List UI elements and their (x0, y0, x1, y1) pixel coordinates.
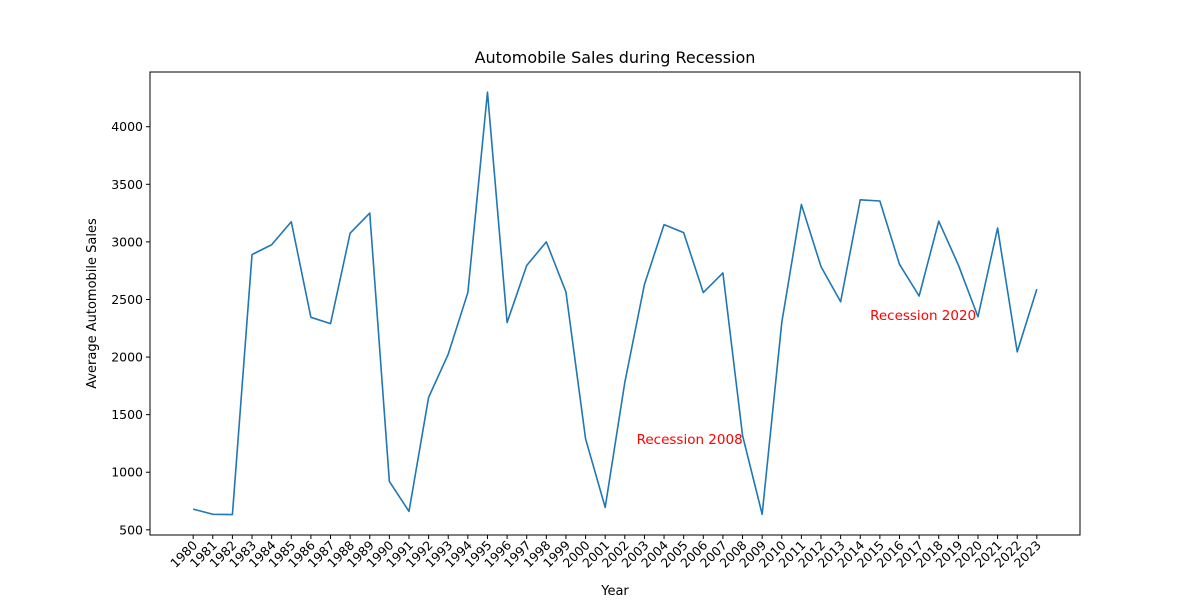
y-tick-label: 1000 (111, 465, 143, 480)
recession-annotation: Recession 2008 (637, 432, 743, 448)
y-tick-label: 4000 (111, 119, 143, 134)
y-tick-label: 3000 (111, 234, 143, 249)
y-tick-label: 2000 (111, 350, 143, 365)
y-axis-ticks: 500 1000 1500 2000 2500 3000 3500 4000 (111, 119, 150, 537)
y-axis-label: Average Automobile Sales (85, 218, 100, 389)
x-axis-ticks: 1980198119821983198419851986198719881989… (167, 535, 1044, 571)
series-layer (192, 91, 1038, 516)
plot-area (150, 72, 1080, 535)
y-tick-label: 1500 (111, 407, 143, 422)
chart-title: Automobile Sales during Recession (475, 48, 756, 67)
y-tick-label: 3500 (111, 177, 143, 192)
x-axis-label: Year (600, 584, 629, 599)
annotations: Recession 2008 Recession 2020 (637, 308, 977, 448)
y-tick-label: 500 (119, 522, 143, 537)
recession-annotation: Recession 2020 (870, 308, 976, 324)
sales-series-line (192, 91, 1038, 516)
y-tick-label: 2500 (111, 292, 143, 307)
plot-frame (149, 71, 1081, 536)
